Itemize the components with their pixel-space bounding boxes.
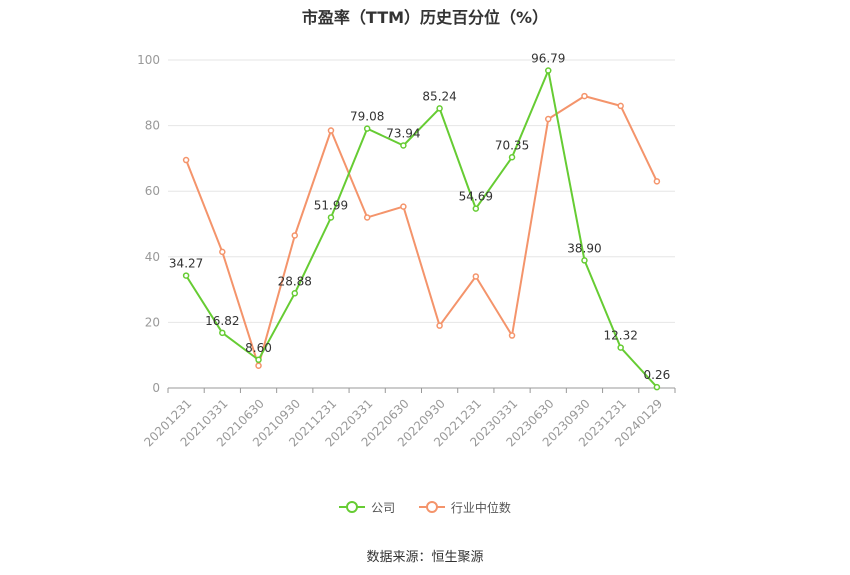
data-point-industry-median — [219, 248, 226, 256]
data-point-industry-median — [436, 322, 443, 329]
data-label: 51.99 — [314, 198, 348, 212]
legend-swatch-industry-median — [418, 501, 445, 513]
data-label: 16.82 — [205, 314, 239, 328]
data-label: 8.60 — [245, 341, 272, 355]
data-point-company — [327, 214, 335, 221]
data-label: 54.69 — [459, 190, 493, 204]
data-point-industry-median — [545, 115, 552, 123]
line-chart: 0 20 40 60 80 100 202012312021033120210630202… — [137, 52, 676, 450]
y-tick-label: 60 — [145, 184, 160, 198]
data-label: 79.08 — [350, 110, 384, 124]
data-point-company — [436, 105, 443, 112]
data-point-industry-median — [508, 332, 516, 339]
data-point-industry-median — [291, 232, 298, 239]
y-tick-label: 40 — [145, 250, 160, 264]
legend-label-industry-median: 行业中位数 — [450, 500, 511, 515]
data-point-company — [617, 344, 624, 351]
data-point-industry-median — [327, 127, 335, 134]
data-point-company — [255, 356, 262, 364]
legend: 公司 行业中位数 — [0, 497, 850, 516]
data-label: 85.24 — [422, 89, 456, 103]
chart-title: 市盈率（TTM）历史百分位（%） — [301, 8, 549, 27]
data-point-company — [581, 257, 588, 264]
data-point-company — [545, 67, 552, 74]
data-point-industry-median — [653, 178, 661, 185]
data-point-company — [472, 205, 480, 212]
data-label: 73.94 — [386, 126, 420, 140]
data-point-industry-median — [472, 273, 480, 280]
data-point-company — [182, 272, 190, 279]
data-label: 96.79 — [531, 52, 565, 66]
data-label: 28.88 — [278, 274, 312, 288]
data-point-industry-median — [581, 92, 588, 100]
data-point-company — [508, 154, 516, 161]
data-point-industry-median — [182, 156, 190, 164]
data-label: 0.26 — [644, 368, 671, 382]
data-point-company — [400, 142, 407, 149]
legend-item-industry-median[interactable]: 行业中位数 — [418, 499, 511, 516]
data-point-company — [219, 329, 226, 337]
legend-item-company[interactable]: 公司 — [339, 499, 395, 516]
data-label: 34.27 — [169, 257, 203, 271]
data-point-industry-median — [400, 203, 407, 210]
data-point-company — [291, 290, 298, 297]
x-axis: 2020123120210331202106302021093020211231… — [141, 387, 676, 450]
y-tick-label: 20 — [145, 315, 160, 329]
data-point-company — [653, 383, 661, 391]
data-point-company — [363, 125, 371, 132]
y-tick-label: 100 — [137, 53, 160, 67]
data-label: 38.90 — [567, 241, 601, 255]
y-axis: 0 20 40 60 80 100 — [137, 53, 160, 395]
legend-swatch-company — [339, 501, 366, 513]
data-label: 70.35 — [495, 138, 529, 152]
data-point-industry-median — [617, 102, 624, 110]
y-tick-label: 0 — [152, 381, 160, 395]
data-source: 数据来源：恒生聚源 — [366, 550, 484, 565]
series-line-industry-median — [185, 95, 658, 367]
series-layer — [182, 67, 661, 391]
data-point-industry-median — [255, 362, 262, 369]
data-point-industry-median — [363, 214, 371, 221]
series-line-company — [185, 69, 658, 388]
data-label: 12.32 — [603, 329, 637, 343]
y-tick-label: 80 — [145, 119, 160, 133]
legend-label-company: 公司 — [371, 500, 396, 515]
